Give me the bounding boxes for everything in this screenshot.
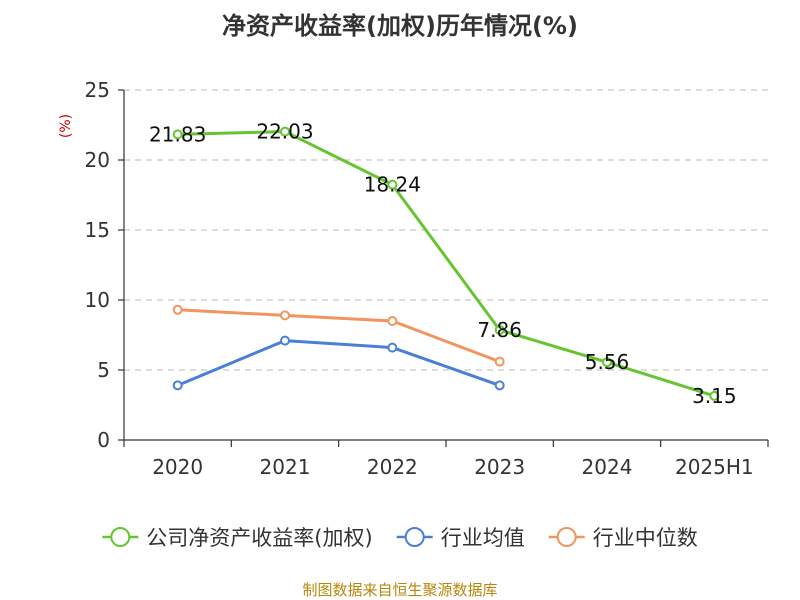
x-tick-label: 2021: [260, 455, 311, 479]
x-tick-label: 2024: [582, 455, 633, 479]
source-note: 制图数据来自恒生聚源数据库: [302, 581, 497, 599]
legend-swatch-marker: [556, 527, 577, 547]
data-label: 21.83: [149, 122, 206, 146]
y-tick-label: 10: [85, 288, 110, 312]
y-axis-unit-label: (%): [58, 114, 74, 138]
axes: 0 5 10 15 20 25 2020 2021 2022 2023 2024 2025H1: [85, 78, 769, 479]
data-point: [280, 335, 290, 346]
x-tick-label: 2023: [474, 455, 525, 479]
data-label: 5.56: [585, 350, 630, 374]
legend-label: 行业中位数: [593, 526, 698, 550]
chart-title: 净资产收益率(加权)历年情况(%): [222, 12, 578, 40]
data-point: [602, 357, 612, 368]
data-point: [709, 390, 720, 401]
x-tick-label: 2025H1: [675, 455, 754, 479]
data-label: 3.15: [692, 384, 737, 408]
data-label: 22.03: [256, 120, 313, 144]
series-line-1: [177, 339, 501, 387]
data-labels: 21.83 22.03 18.24 7.86 5.56 3.15: [149, 120, 737, 408]
data-point: [494, 324, 505, 335]
grid-lines: [124, 89, 768, 371]
legend-swatch-marker: [404, 527, 425, 547]
data-point: [494, 380, 505, 391]
legend-item-0: 公司净资产收益率(加权): [102, 526, 373, 550]
legend: 公司净资产收益率(加权) 行业均值 行业中位数: [102, 526, 698, 550]
series-lines: [172, 126, 720, 401]
series-line-2: [177, 308, 501, 364]
data-point: [172, 380, 183, 391]
legend-label: 行业均值: [441, 526, 525, 550]
y-tick-label: 25: [85, 78, 110, 102]
data-label: 18.24: [364, 173, 421, 197]
legend-item-1: 行业均值: [396, 526, 525, 550]
series-line-0: [177, 130, 715, 398]
data-point: [387, 342, 398, 353]
legend-label: 公司净资产收益率(加权): [146, 526, 372, 550]
y-tick-label: 5: [97, 358, 110, 382]
data-point: [280, 310, 290, 321]
y-tick-label: 0: [97, 428, 110, 452]
data-point: [494, 356, 505, 367]
data-point: [387, 316, 398, 326]
legend-swatch-marker: [110, 527, 131, 547]
legend-item-2: 行业中位数: [548, 526, 698, 550]
data-point: [387, 179, 398, 190]
data-label: 7.86: [477, 318, 522, 342]
data-point: [172, 129, 183, 140]
data-point: [280, 126, 290, 137]
y-tick-label: 20: [85, 148, 110, 172]
x-tick-label: 2020: [152, 455, 203, 479]
x-tick-label: 2022: [367, 455, 418, 479]
y-tick-label: 15: [85, 218, 110, 242]
data-point: [172, 304, 183, 315]
